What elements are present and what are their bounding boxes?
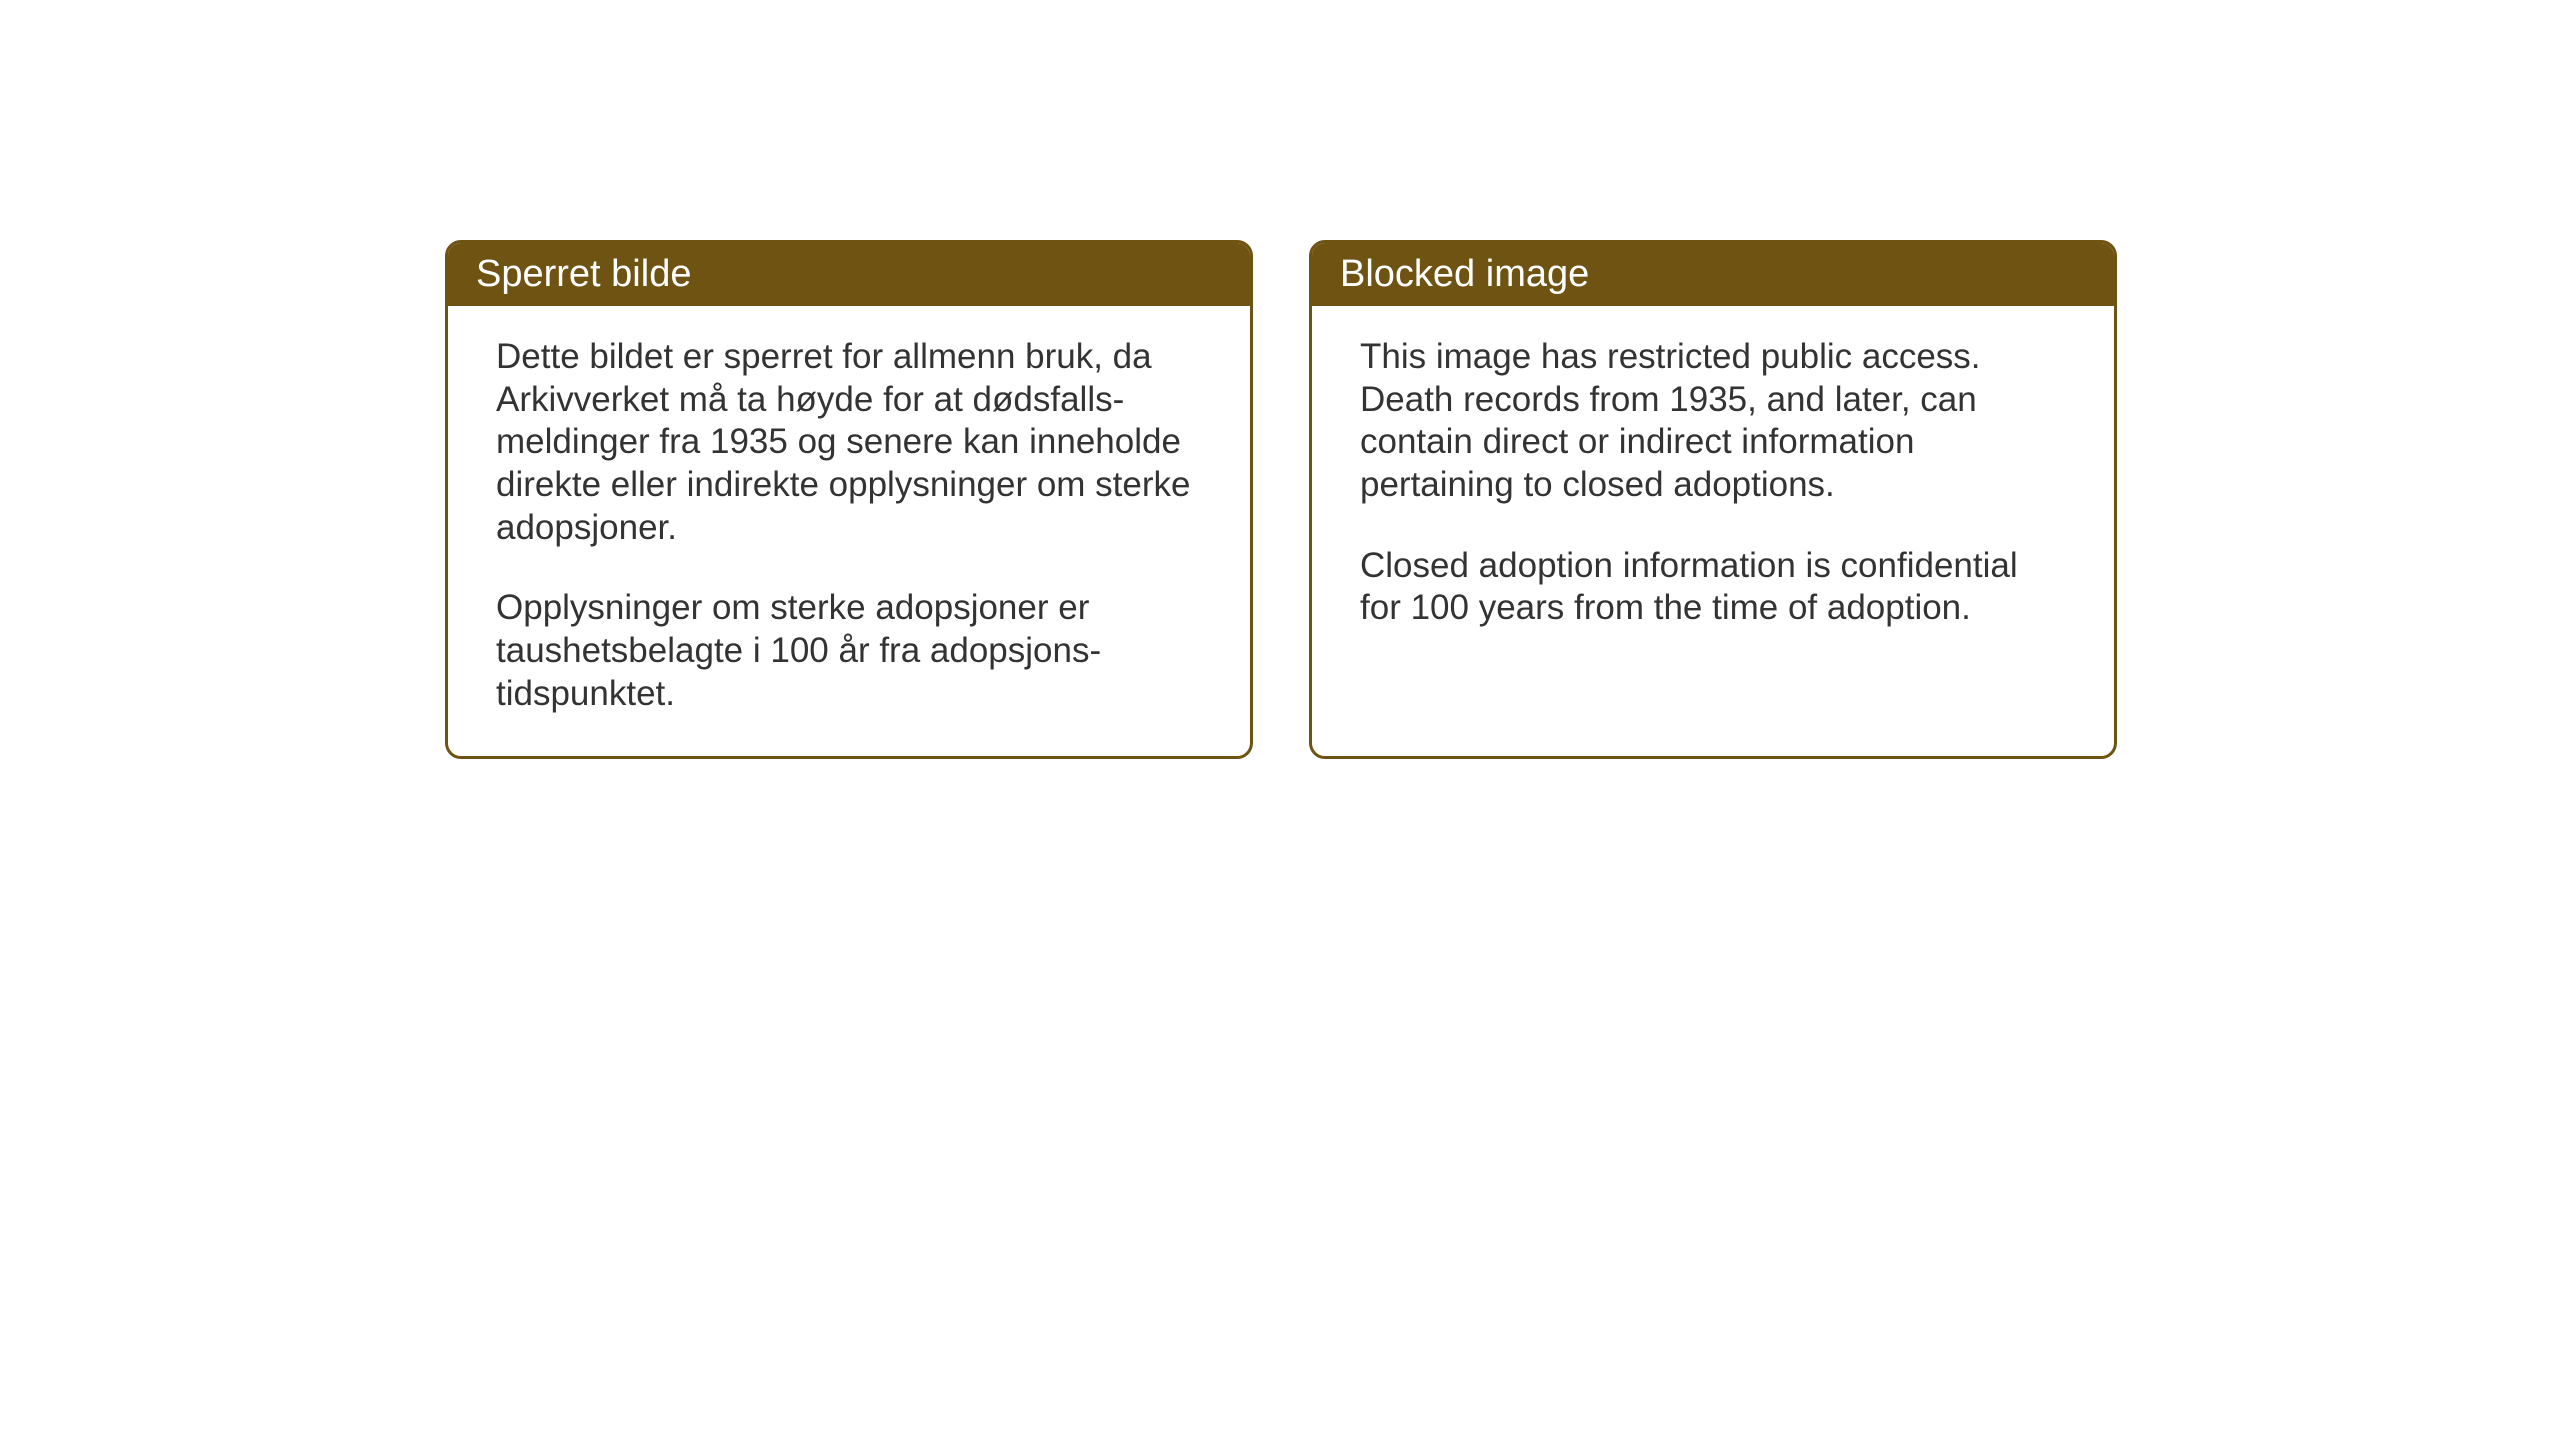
notice-paragraph-1-norwegian: Dette bildet er sperret for allmenn bruk… <box>496 336 1202 549</box>
notice-header-norwegian: Sperret bilde <box>448 243 1250 306</box>
notice-paragraph-1-english: This image has restricted public access.… <box>1360 336 2066 507</box>
notices-container: Sperret bilde Dette bildet er sperret fo… <box>445 240 2117 759</box>
notice-box-norwegian: Sperret bilde Dette bildet er sperret fo… <box>445 240 1253 759</box>
notice-paragraph-2-norwegian: Opplysninger om sterke adopsjoner er tau… <box>496 587 1202 715</box>
notice-body-english: This image has restricted public access.… <box>1312 306 2114 670</box>
notice-header-english: Blocked image <box>1312 243 2114 306</box>
notice-box-english: Blocked image This image has restricted … <box>1309 240 2117 759</box>
notice-title-english: Blocked image <box>1340 253 1589 295</box>
notice-body-norwegian: Dette bildet er sperret for allmenn bruk… <box>448 306 1250 756</box>
notice-title-norwegian: Sperret bilde <box>476 253 691 295</box>
notice-paragraph-2-english: Closed adoption information is confident… <box>1360 545 2066 630</box>
